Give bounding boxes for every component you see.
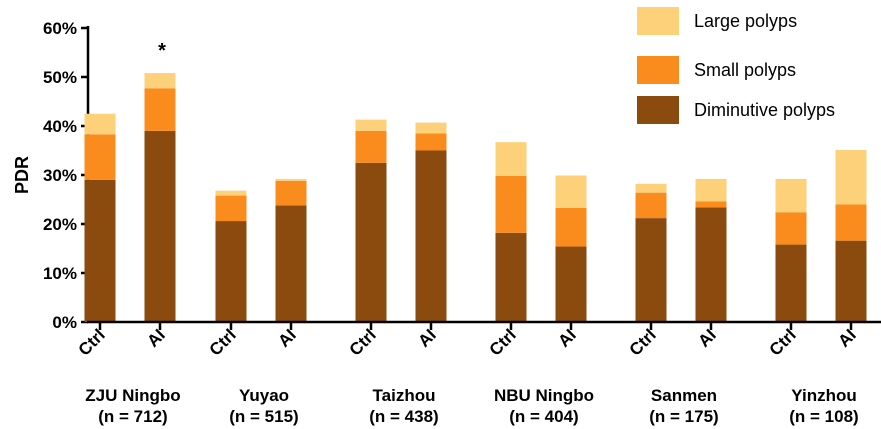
bar-segment (144, 130, 176, 322)
bar-group (775, 150, 867, 322)
bar-segment (415, 150, 447, 322)
group-name-label: Yinzhou (791, 386, 856, 405)
bar-segment (215, 190, 247, 196)
significance-marker: * (158, 40, 166, 62)
bar-segment (84, 113, 116, 135)
bar-segment (635, 218, 667, 322)
group-n-label: (n = 175) (649, 407, 718, 426)
bar-segment (635, 183, 667, 193)
bar-segment (555, 246, 587, 322)
x-tick-label: Ctrl (766, 325, 800, 359)
legend-swatch (637, 7, 679, 35)
legend-label: Small polyps (694, 60, 796, 80)
bar-segment (495, 175, 527, 233)
bar-segment (355, 130, 387, 163)
x-tick-label: Ctrl (486, 325, 520, 359)
y-tick-label: 10% (43, 264, 77, 283)
bar-segment (275, 180, 307, 206)
y-tick-label: 40% (43, 117, 77, 136)
x-tick-label: AI (554, 325, 579, 350)
legend-swatch (637, 56, 679, 84)
bar-segment (695, 178, 727, 202)
bar-segment (635, 192, 667, 219)
group-n-label: (n = 108) (789, 407, 858, 426)
bar-segment (144, 73, 176, 89)
x-tick-label: Ctrl (206, 325, 240, 359)
x-tick-label: AI (694, 325, 719, 350)
bar-segment (215, 195, 247, 222)
bar-segment (775, 212, 807, 245)
bar-segment (355, 162, 387, 322)
group-n-label: (n = 438) (369, 407, 438, 426)
bar-group (635, 178, 727, 322)
x-tick-label: AI (414, 325, 439, 350)
bar-segment (775, 178, 807, 213)
x-tick-label: AI (834, 325, 859, 350)
bar-segment (835, 204, 867, 241)
bar-segment (555, 207, 587, 247)
bar-segment (84, 179, 116, 322)
bar-group (495, 142, 587, 322)
group-name-label: Taizhou (373, 386, 436, 405)
group-name-label: NBU Ningbo (494, 386, 594, 405)
bar-segment (355, 119, 387, 131)
bar-segment (835, 150, 867, 205)
group-name-label: Sanmen (651, 386, 717, 405)
bar-segment (215, 221, 247, 322)
x-axis: Ctrl AI ZJU Ningbo (n = 712) Ctrl AI Yuyao (n =… (75, 320, 881, 426)
bar-segment (695, 201, 727, 208)
legend-item: Diminutive polyps (637, 96, 835, 124)
bar-segment (275, 178, 307, 181)
legend-label: Large polyps (694, 11, 797, 31)
bar-segment (775, 244, 807, 322)
legend-label: Diminutive polyps (694, 100, 835, 120)
bar-segment (695, 207, 727, 322)
y-tick-label: 30% (43, 166, 77, 185)
bar-segment (495, 232, 527, 322)
legend: Large polyps Small polyps Diminutive polyp… (637, 7, 835, 124)
y-axis: 0% 10% 20% 30% 40% 50% 60% (43, 19, 90, 332)
y-tick-label: 20% (43, 215, 77, 234)
y-axis-label: PDR (12, 156, 32, 194)
group-name-label: Yuyao (239, 386, 289, 405)
bar-group (355, 119, 447, 322)
legend-item: Large polyps (637, 7, 797, 35)
bar-segment (415, 133, 447, 151)
y-tick-label: 50% (43, 68, 77, 87)
bar-segment (275, 205, 307, 322)
group-n-label: (n = 515) (229, 407, 298, 426)
x-tick-label: Ctrl (626, 325, 660, 359)
bar-segment (144, 88, 176, 131)
y-tick-label: 60% (43, 19, 77, 38)
bar-group: * (84, 40, 176, 322)
bar-segment (415, 122, 447, 134)
y-tick-label: 0% (52, 313, 77, 332)
x-tick-label: Ctrl (346, 325, 380, 359)
bars: * (84, 40, 867, 322)
legend-item: Small polyps (637, 56, 796, 84)
bar-segment (835, 240, 867, 322)
bar-segment (495, 142, 527, 176)
group-n-label: (n = 712) (98, 407, 167, 426)
bar-group (215, 178, 307, 322)
bar-segment (555, 175, 587, 208)
group-name-label: ZJU Ningbo (85, 386, 180, 405)
x-tick-label: AI (274, 325, 299, 350)
x-tick-label: Ctrl (75, 325, 109, 359)
bar-segment (84, 134, 116, 180)
group-n-label: (n = 404) (509, 407, 578, 426)
legend-swatch (637, 96, 679, 124)
x-tick-label: AI (143, 325, 168, 350)
